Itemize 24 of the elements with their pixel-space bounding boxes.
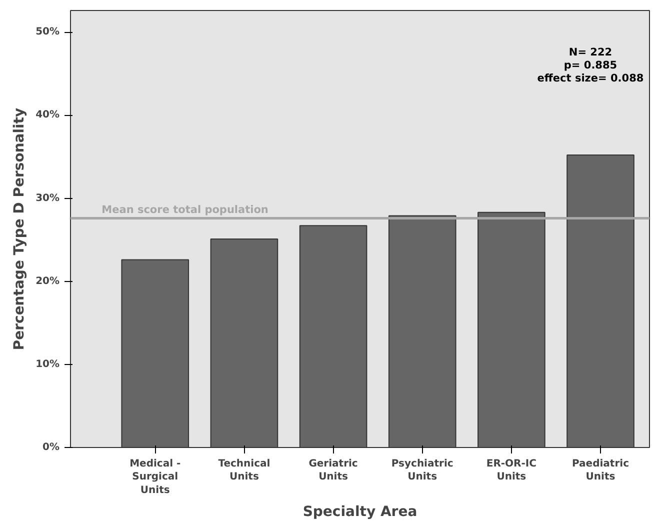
x-tick-label: Geriatric Units <box>308 458 358 483</box>
bar <box>478 212 546 448</box>
x-axis-title: Specialty Area <box>302 504 418 520</box>
bar <box>299 225 368 448</box>
y-tick-label: 0% <box>42 442 60 453</box>
x-tick-label: Paediatric Units <box>572 458 630 483</box>
y-tick-label: 30% <box>36 192 60 204</box>
x-tick-label: Psychiatric Units <box>391 458 454 483</box>
y-axis-title: Percentage Type D Personality <box>12 108 28 350</box>
ref-line-label: Mean score total population <box>102 204 268 216</box>
bar <box>121 259 190 448</box>
x-tick-label: Technical Units <box>218 458 270 483</box>
annotation: p= 0.885 <box>564 60 618 72</box>
y-tick-label: 40% <box>36 110 60 121</box>
annotation: N= 222 <box>568 46 612 58</box>
bar <box>566 154 634 448</box>
annotation: effect size= 0.088 <box>537 72 644 84</box>
bar <box>210 238 278 448</box>
x-tick-label: ER-OR-IC Units <box>486 458 536 483</box>
y-tick-label: 50% <box>36 26 60 38</box>
x-tick-label: Medical - Surgical Units <box>130 458 181 496</box>
y-tick-label: 20% <box>36 276 60 287</box>
y-tick-label: 10% <box>36 358 60 370</box>
bar <box>388 215 456 448</box>
